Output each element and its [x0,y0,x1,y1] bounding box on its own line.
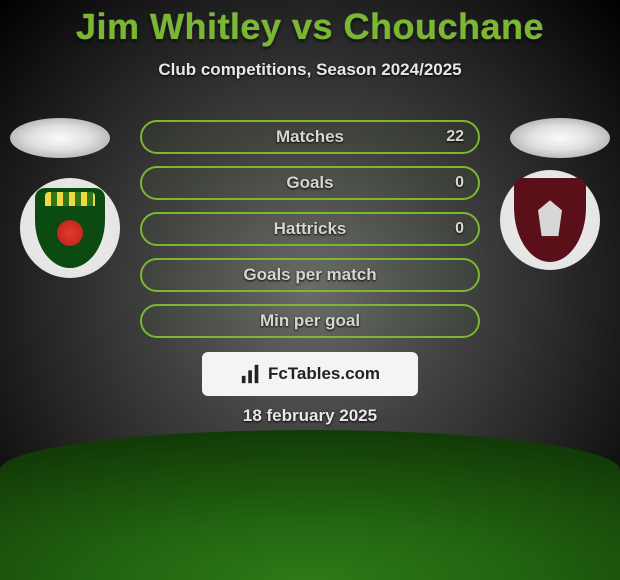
stat-right-value: 0 [455,220,464,238]
stat-row-min-per-goal: Min per goal [140,304,480,338]
stat-label: Goals per match [142,265,478,285]
player-right-headshot-placeholder [510,118,610,158]
crest-right-graphic [514,178,586,262]
stat-right-value: 0 [455,174,464,192]
attribution-text: FcTables.com [268,364,380,384]
stat-row-hattricks: Hattricks 0 [140,212,480,246]
bar-chart-icon [240,363,262,385]
player-right-club-crest [500,170,600,270]
stat-label: Min per goal [142,311,478,331]
page-subtitle: Club competitions, Season 2024/2025 [0,60,620,80]
page-title: Jim Whitley vs Chouchane [0,6,620,48]
crest-left-ball [57,220,83,246]
stat-row-goals: Goals 0 [140,166,480,200]
grass-footer [0,430,620,580]
stat-row-goals-per-match: Goals per match [140,258,480,292]
crest-left-graphic [35,188,105,268]
stat-rows: Matches 22 Goals 0 Hattricks 0 Goals per… [140,120,480,338]
comparison-card: Jim Whitley vs Chouchane Club competitio… [0,0,620,580]
stat-right-value: 22 [446,128,464,146]
stat-row-matches: Matches 22 [140,120,480,154]
stat-label: Matches [142,127,478,147]
player-left-club-crest [20,178,120,278]
stat-label: Hattricks [142,219,478,239]
stat-label: Goals [142,173,478,193]
player-left-headshot-placeholder [10,118,110,158]
attribution-badge[interactable]: FcTables.com [202,352,418,396]
date-line: 18 february 2025 [0,406,620,426]
